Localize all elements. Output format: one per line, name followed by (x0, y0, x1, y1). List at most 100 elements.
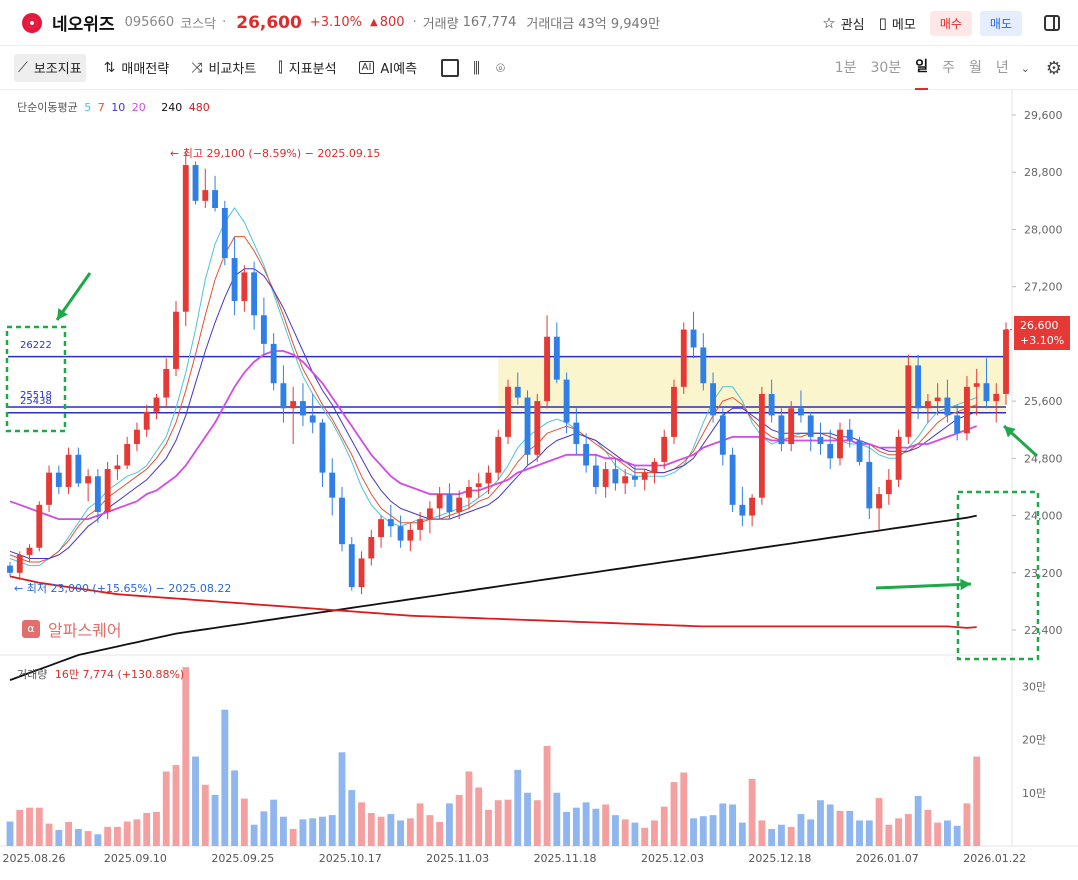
candle-body (788, 408, 795, 445)
volume-bar (875, 798, 883, 846)
date-tick-label: 2026.01.22 (963, 852, 1026, 865)
candle-body (124, 444, 131, 466)
volume-bar (397, 820, 405, 846)
volume-bar (738, 822, 746, 846)
volume-bar (729, 804, 737, 846)
volume-bar (231, 770, 239, 846)
candle-body (456, 497, 463, 512)
period-30min[interactable]: 30분 (870, 60, 902, 76)
volume-bar (211, 794, 219, 846)
volume-bar (455, 794, 463, 846)
volume-bar (104, 826, 112, 846)
volume-bar (758, 820, 766, 846)
volume-bar (358, 802, 365, 846)
volume-bar (192, 756, 199, 846)
candle-body (1003, 329, 1009, 394)
level-label-2: 25518 (20, 390, 52, 401)
volume-legend-label: 거래량 (17, 668, 48, 681)
candle-body (964, 386, 970, 434)
ma-20-line (9, 350, 978, 521)
volume-bar (94, 834, 102, 846)
candle-body (954, 415, 961, 434)
company-logo-icon (22, 12, 42, 33)
candle-body (778, 415, 785, 445)
volume-bar (963, 803, 971, 846)
buy-button[interactable]: 매수 (929, 10, 972, 36)
volume-bar (26, 807, 33, 846)
period-month[interactable]: 월 (969, 60, 982, 76)
memo-icon: ▯ (878, 14, 887, 32)
chevron-down-icon[interactable]: ⌄ (1020, 61, 1030, 75)
ai-predict-label: AI예측 (380, 62, 418, 77)
watermark-text: 알파스퀘어 (48, 621, 122, 640)
volume-bar (153, 811, 160, 846)
candle-body (143, 411, 150, 430)
sell-button[interactable]: 매도 (979, 10, 1022, 36)
compare-label: 비교차트 (208, 62, 257, 77)
strategy-button[interactable]: ⇅ 매매전략 (100, 54, 174, 82)
candle-body (973, 383, 980, 387)
volume-bar (885, 824, 893, 846)
volume-bar (250, 824, 258, 846)
period-1min[interactable]: 1분 (834, 60, 857, 76)
volume-bar (445, 803, 453, 846)
indicator-button[interactable]: ⟋ 보조지표 (14, 53, 86, 82)
gear-icon[interactable]: ⚙ (1045, 58, 1062, 79)
memo-button[interactable]: ▯ 메모 (879, 14, 916, 33)
ma-legend-480: 480 (188, 101, 210, 114)
candlestick-icon[interactable]: ⫼ (473, 58, 480, 77)
period-day[interactable]: 일 (915, 46, 929, 90)
price-chart[interactable]: 29,600 28,800 28,000 27,200 25,600 24,800 24,0… (0, 90, 1078, 880)
candle-body (368, 537, 375, 559)
volume-tick-label: 30만 (1022, 680, 1046, 693)
candle-body (817, 436, 824, 445)
watch-button[interactable]: ☆ 관심 (822, 14, 864, 33)
candle-body (378, 519, 384, 538)
volume-bar (6, 821, 14, 846)
volume-bar (631, 822, 639, 846)
candle-body (163, 368, 170, 398)
candle-body (602, 469, 609, 487)
period-week[interactable]: 주 (942, 60, 955, 76)
side-panel-icon[interactable] (1044, 15, 1060, 31)
candle-body (134, 429, 140, 445)
volume-bar (787, 826, 795, 846)
candle-body (94, 476, 101, 512)
period-selector: 1분 30분 일 주 월 년 ⌄ (821, 46, 1030, 90)
volume-bar (651, 820, 658, 846)
candle-body (934, 397, 941, 402)
volume-bar (74, 828, 82, 846)
checkbox-icon[interactable] (441, 58, 460, 77)
candle-body (641, 472, 648, 480)
indicator-label: 보조지표 (33, 62, 82, 77)
volume-bar (289, 828, 297, 846)
candle-body (212, 190, 218, 208)
volume-bar (65, 822, 73, 846)
candle-body (553, 336, 560, 380)
candle-body (241, 272, 248, 301)
alphasquare-logo-icon: α (22, 620, 40, 638)
volume-bar (162, 771, 170, 846)
camera-icon[interactable]: ⌾ (495, 58, 505, 77)
price-tick-label: 22,400 (1024, 624, 1063, 637)
candle-body (885, 479, 892, 495)
analysis-button[interactable]: ⫿ 지표분석 (274, 54, 340, 82)
candle-body (75, 454, 82, 484)
price-tick-label: 28,000 (1024, 223, 1063, 236)
period-year[interactable]: 년 (995, 60, 1009, 76)
candle-body (280, 383, 287, 409)
stock-header: 네오위즈 095660 코스닥 · 26,600 +3.10% ▲ 800 · … (0, 0, 1078, 46)
volume-bar (553, 792, 561, 846)
date-tick-label: 2025.09.10 (104, 852, 167, 865)
candle-body (573, 422, 580, 445)
volume-bar (123, 821, 131, 846)
ai-predict-button[interactable]: AI AI예측 (355, 54, 421, 82)
candles-icon: ⫿ (278, 59, 283, 76)
volume-bar (660, 806, 668, 846)
candle-body (583, 444, 590, 466)
volume-bar (934, 822, 942, 846)
compare-button[interactable]: ⤨ 비교차트 (187, 54, 260, 82)
volume-bar (465, 771, 473, 846)
star-icon: ☆ (822, 14, 836, 32)
price-tick-label: 29,600 (1024, 109, 1063, 122)
